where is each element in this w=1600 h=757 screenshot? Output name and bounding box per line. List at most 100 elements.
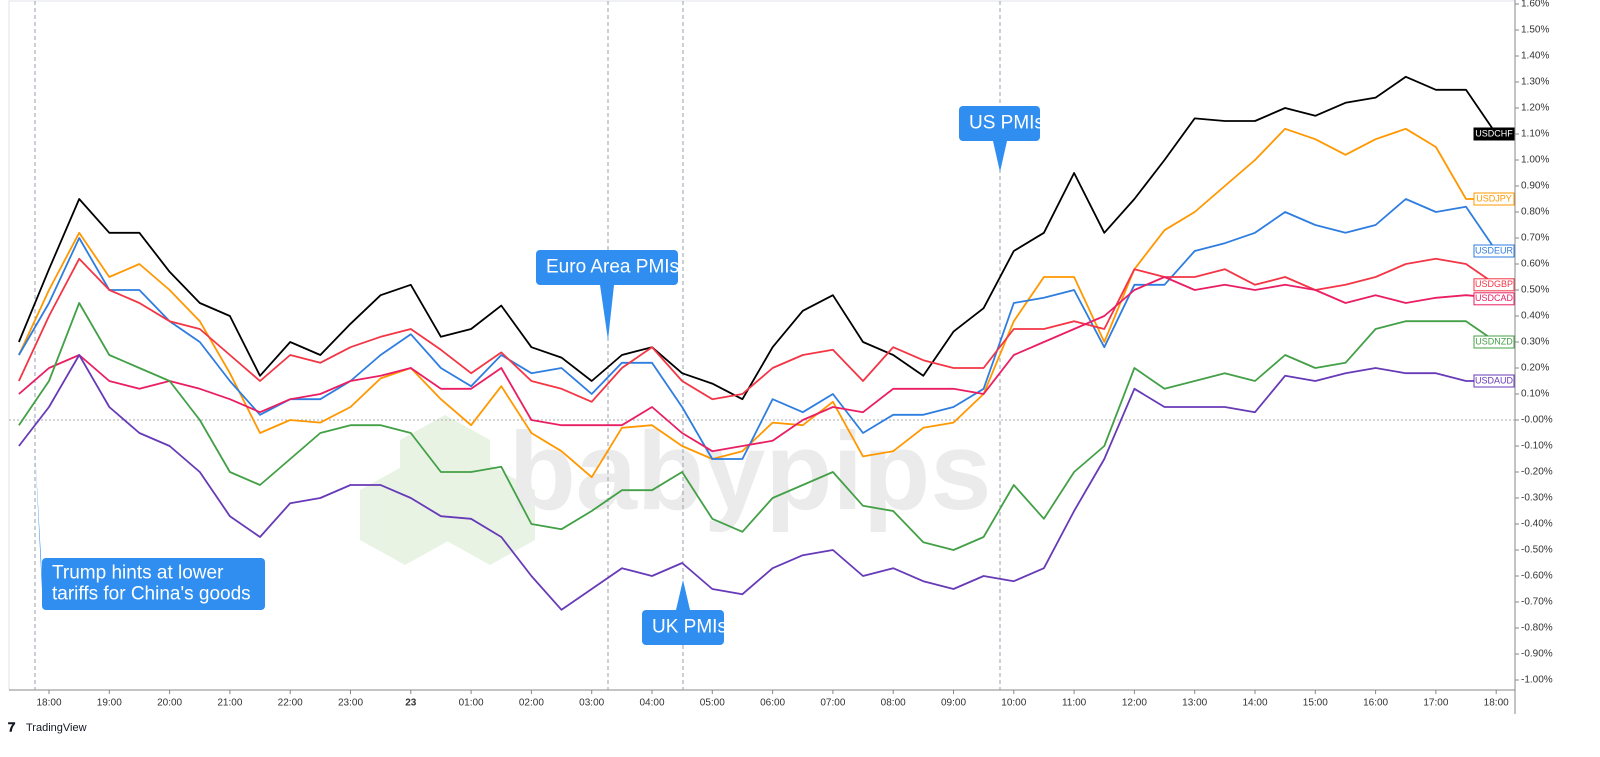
x-tick-label: 23 <box>405 698 417 709</box>
x-tick-label: 11:00 <box>1062 698 1087 709</box>
x-tick-label: 12:00 <box>1122 698 1147 709</box>
legend-item: USDNZD <box>1473 335 1515 349</box>
y-tick-label: 1.40% <box>1521 51 1549 62</box>
x-tick-label: 16:00 <box>1363 698 1388 709</box>
y-tick-label: 0.90% <box>1521 181 1549 192</box>
x-tick-label: 06:00 <box>760 698 785 709</box>
watermark: babypips <box>509 410 992 533</box>
legend-label: USDEUR <box>1475 245 1514 255</box>
legend-label: USDCHF <box>1475 128 1513 138</box>
legend-item: USDJPY <box>1473 192 1515 206</box>
y-tick-label: 1.00% <box>1521 155 1549 166</box>
x-tick-label: 04:00 <box>639 698 664 709</box>
series-line <box>18 75 1497 401</box>
x-tick-label: 03:00 <box>579 698 604 709</box>
annotation-pointer <box>676 580 690 610</box>
y-tick-label: 0.20% <box>1521 363 1549 374</box>
legend-box <box>1473 127 1515 141</box>
annotation-box <box>959 106 1040 141</box>
y-tick-label: -0.20% <box>1521 467 1553 478</box>
x-tick-label: 18:00 <box>1484 698 1509 709</box>
legend-item: USDCHF <box>1473 127 1515 141</box>
legend-box <box>1473 192 1515 206</box>
x-tick-label: 08:00 <box>881 698 906 709</box>
legend-item: USDAUD <box>1473 374 1515 388</box>
y-tick-label: 0.80% <box>1521 207 1549 218</box>
series-line <box>18 276 1497 453</box>
y-tick-label: 0.50% <box>1521 285 1549 296</box>
legend-box <box>1473 374 1515 388</box>
legend-label: USDGBP <box>1475 279 1513 289</box>
legend-item: USDGBP <box>1473 278 1515 292</box>
logo-mark: 𝟕 <box>8 719 16 734</box>
y-tick-label: -0.60% <box>1521 571 1553 582</box>
y-tick-label: -0.00% <box>1521 415 1553 426</box>
x-tick-label: 01:00 <box>459 698 484 709</box>
y-tick-label: -0.90% <box>1521 649 1553 660</box>
legend-box <box>1473 278 1515 292</box>
x-tick-label: 17:00 <box>1423 698 1448 709</box>
series-line <box>18 257 1497 403</box>
legend-item: USDEUR <box>1473 244 1515 258</box>
x-tick-label: 20:00 <box>157 698 182 709</box>
x-tick-label: 23:00 <box>338 698 363 709</box>
annotation-text: UK PMIs <box>652 617 727 638</box>
series-line <box>18 198 1497 460</box>
y-tick-label: 0.60% <box>1521 259 1549 270</box>
x-tick-label: 14:00 <box>1242 698 1267 709</box>
y-tick-label: 0.70% <box>1521 233 1549 244</box>
footer: TradingView <box>26 722 87 734</box>
series-line <box>18 127 1497 479</box>
annotation: US PMIs <box>959 106 1044 172</box>
footer-logo: 𝟕 TradingView <box>8 719 87 734</box>
legend-box <box>1473 244 1515 258</box>
legend-label: USDJPY <box>1476 193 1512 203</box>
annotation-box <box>642 610 724 645</box>
y-tick-label: -1.00% <box>1521 675 1553 686</box>
series-line <box>18 354 1497 611</box>
y-tick-label: 1.50% <box>1521 25 1549 36</box>
y-tick-label: -0.80% <box>1521 623 1553 634</box>
y-tick-label: 0.10% <box>1521 389 1549 400</box>
y-tick-label: -0.50% <box>1521 545 1553 556</box>
annotation-box <box>42 558 265 610</box>
y-tick-label: -0.70% <box>1521 597 1553 608</box>
x-tick-label: 19:00 <box>97 698 122 709</box>
x-tick-label: 18:00 <box>36 698 61 709</box>
annotation-text: tariffs for China's goods <box>52 584 251 605</box>
y-tick-label: 1.60% <box>1521 0 1549 10</box>
y-tick-label: 0.30% <box>1521 337 1549 348</box>
y-tick-label: 1.20% <box>1521 103 1549 114</box>
x-tick-label: 07:00 <box>820 698 845 709</box>
annotation-text: Trump hints at lower <box>52 563 224 584</box>
y-tick-label: 1.10% <box>1521 129 1549 140</box>
legend-item: USDCAD <box>1473 292 1515 306</box>
watermark-cube <box>360 465 450 565</box>
y-tick-label: 1.30% <box>1521 77 1549 88</box>
y-tick-label: 0.40% <box>1521 311 1549 322</box>
legend-label: USDNZD <box>1475 336 1513 346</box>
annotation-text: US PMIs <box>969 113 1044 134</box>
annotation-pointer <box>600 285 614 340</box>
annotation-text: Euro Area PMIs <box>546 257 679 278</box>
legend-box <box>1473 292 1515 306</box>
x-tick-label: 15:00 <box>1303 698 1328 709</box>
x-tick-label: 10:00 <box>1001 698 1026 709</box>
x-tick-label: 22:00 <box>278 698 303 709</box>
x-tick-label: 02:00 <box>519 698 544 709</box>
y-tick-label: -0.30% <box>1521 493 1553 504</box>
x-tick-label: 05:00 <box>700 698 725 709</box>
legend-label: USDAUD <box>1475 375 1514 385</box>
x-tick-label: 21:00 <box>217 698 242 709</box>
annotation-pointer <box>993 141 1007 172</box>
x-tick-label: 13:00 <box>1182 698 1207 709</box>
annotation-pointer <box>35 450 42 590</box>
annotation: Euro Area PMIs <box>536 250 679 340</box>
annotation: UK PMIs <box>642 580 727 645</box>
x-tick-label: 09:00 <box>941 698 966 709</box>
annotation-box <box>536 250 678 285</box>
y-tick-label: -0.40% <box>1521 519 1553 530</box>
legend-box <box>1473 335 1515 349</box>
